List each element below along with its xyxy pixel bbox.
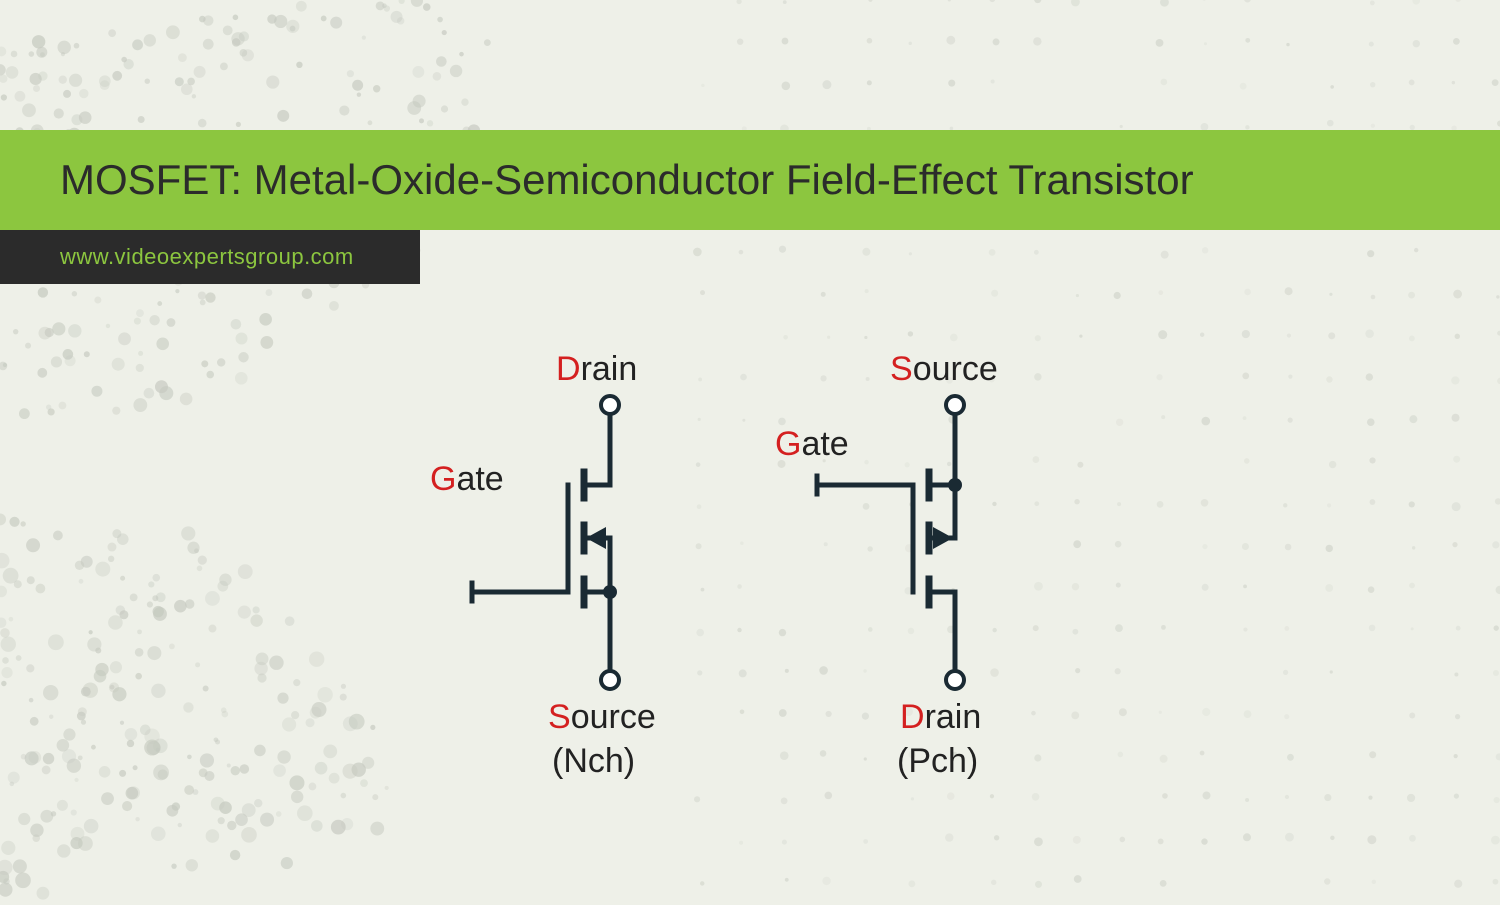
- mosfet-nch-symbol: [472, 396, 619, 689]
- site-url: www.videoexpertsgroup.com: [60, 244, 354, 270]
- nch-top-label: Drain: [556, 350, 637, 388]
- pch-bottom-label: Drain: [900, 698, 981, 736]
- nch-channel-label: (Nch): [552, 742, 635, 780]
- nch-gate-label: Gate: [430, 460, 504, 498]
- nch-bottom-label: Source: [548, 698, 656, 736]
- pch-gate-label: Gate: [775, 425, 849, 463]
- pch-channel-label: (Pch): [897, 742, 978, 780]
- pch-top-label: Source: [890, 350, 998, 388]
- page-title: MOSFET: Metal-Oxide-Semiconductor Field-…: [60, 156, 1194, 204]
- mosfet-diagram: Drain Gate Source (Nch) Source Gate Drain (Pch): [0, 340, 1500, 900]
- diagram-area: Drain Gate Source (Nch) Source Gate Drain (Pch): [0, 340, 1500, 900]
- url-bar: www.videoexpertsgroup.com: [0, 230, 420, 284]
- title-bar: MOSFET: Metal-Oxide-Semiconductor Field-…: [0, 130, 1500, 230]
